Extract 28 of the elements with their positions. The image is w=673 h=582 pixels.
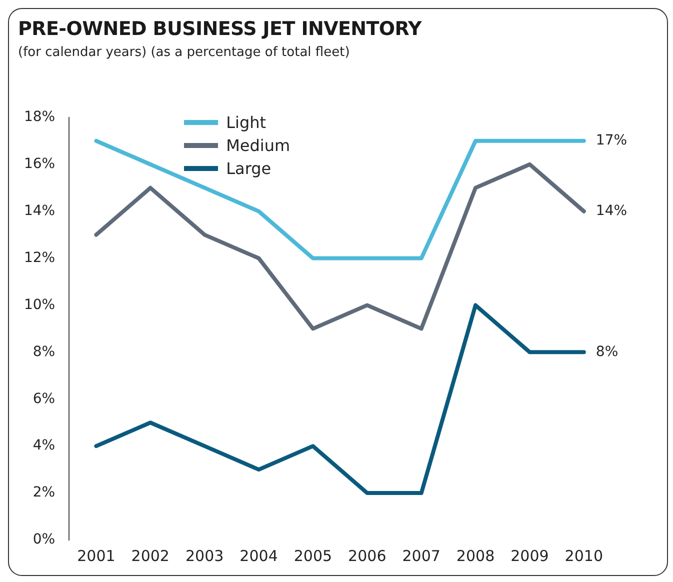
legend-label: Medium <box>226 136 290 155</box>
data-label: 8% <box>596 344 618 360</box>
x-tick-label: 2005 <box>294 546 332 565</box>
y-tick-label: 10% <box>24 296 56 313</box>
y-tick-label: 4% <box>32 438 56 454</box>
y-tick-label: 2% <box>32 484 56 501</box>
x-tick-label: 2008 <box>456 546 495 565</box>
y-tick-label: 18% <box>24 109 56 126</box>
x-tick-label: 2009 <box>510 546 549 565</box>
data-label: 14% <box>596 202 628 219</box>
y-tick-label: 16% <box>24 156 56 172</box>
y-tick-label: 14% <box>24 202 56 219</box>
x-tick-label: 2006 <box>348 546 386 565</box>
y-tick-label: 0% <box>32 532 56 548</box>
x-tick-label: 2010 <box>564 546 603 565</box>
chart-title: PRE-OWNED BUSINESS JET INVENTORY <box>18 18 422 40</box>
y-tick-label: 12% <box>24 250 56 266</box>
legend-label: Large <box>226 158 272 178</box>
x-tick-label: 2004 <box>240 546 278 565</box>
data-label: 17% <box>596 132 628 149</box>
y-tick-label: 6% <box>32 390 56 407</box>
y-tick-label: 8% <box>32 344 56 360</box>
chart-subtitle: (for calendar years) (as a percentage of total fleet) <box>18 45 350 60</box>
legend-label: Light <box>226 112 266 132</box>
x-tick-label: 2007 <box>402 546 440 565</box>
x-tick-label: 2003 <box>185 546 224 565</box>
x-tick-label: 2001 <box>77 546 116 565</box>
x-tick-label: 2002 <box>131 546 170 565</box>
